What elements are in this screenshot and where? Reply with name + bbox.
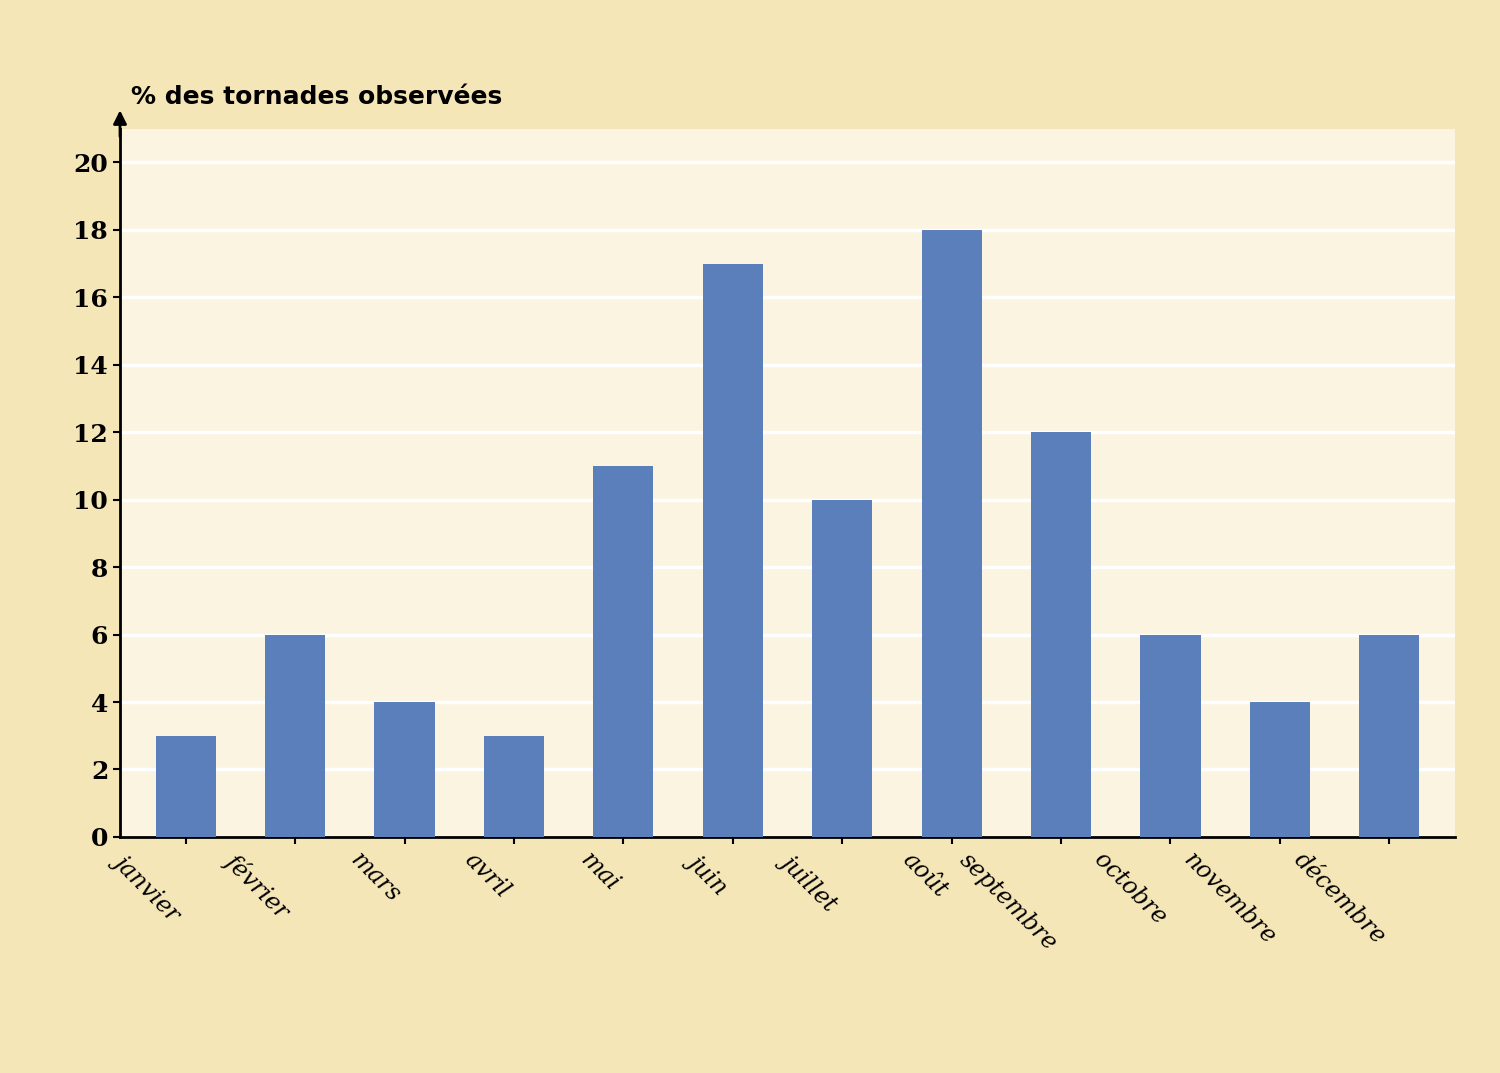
Bar — [594, 466, 654, 837]
Bar — [812, 500, 873, 837]
Bar — [375, 702, 435, 837]
Bar — [156, 736, 216, 837]
Bar — [1250, 702, 1310, 837]
Bar — [1140, 634, 1200, 837]
Bar — [702, 264, 764, 837]
Bar — [484, 736, 544, 837]
Text: % des tornades observées: % des tornades observées — [130, 85, 503, 108]
Bar — [266, 634, 326, 837]
Bar — [921, 230, 981, 837]
Bar — [1030, 432, 1090, 837]
Bar — [1359, 634, 1419, 837]
